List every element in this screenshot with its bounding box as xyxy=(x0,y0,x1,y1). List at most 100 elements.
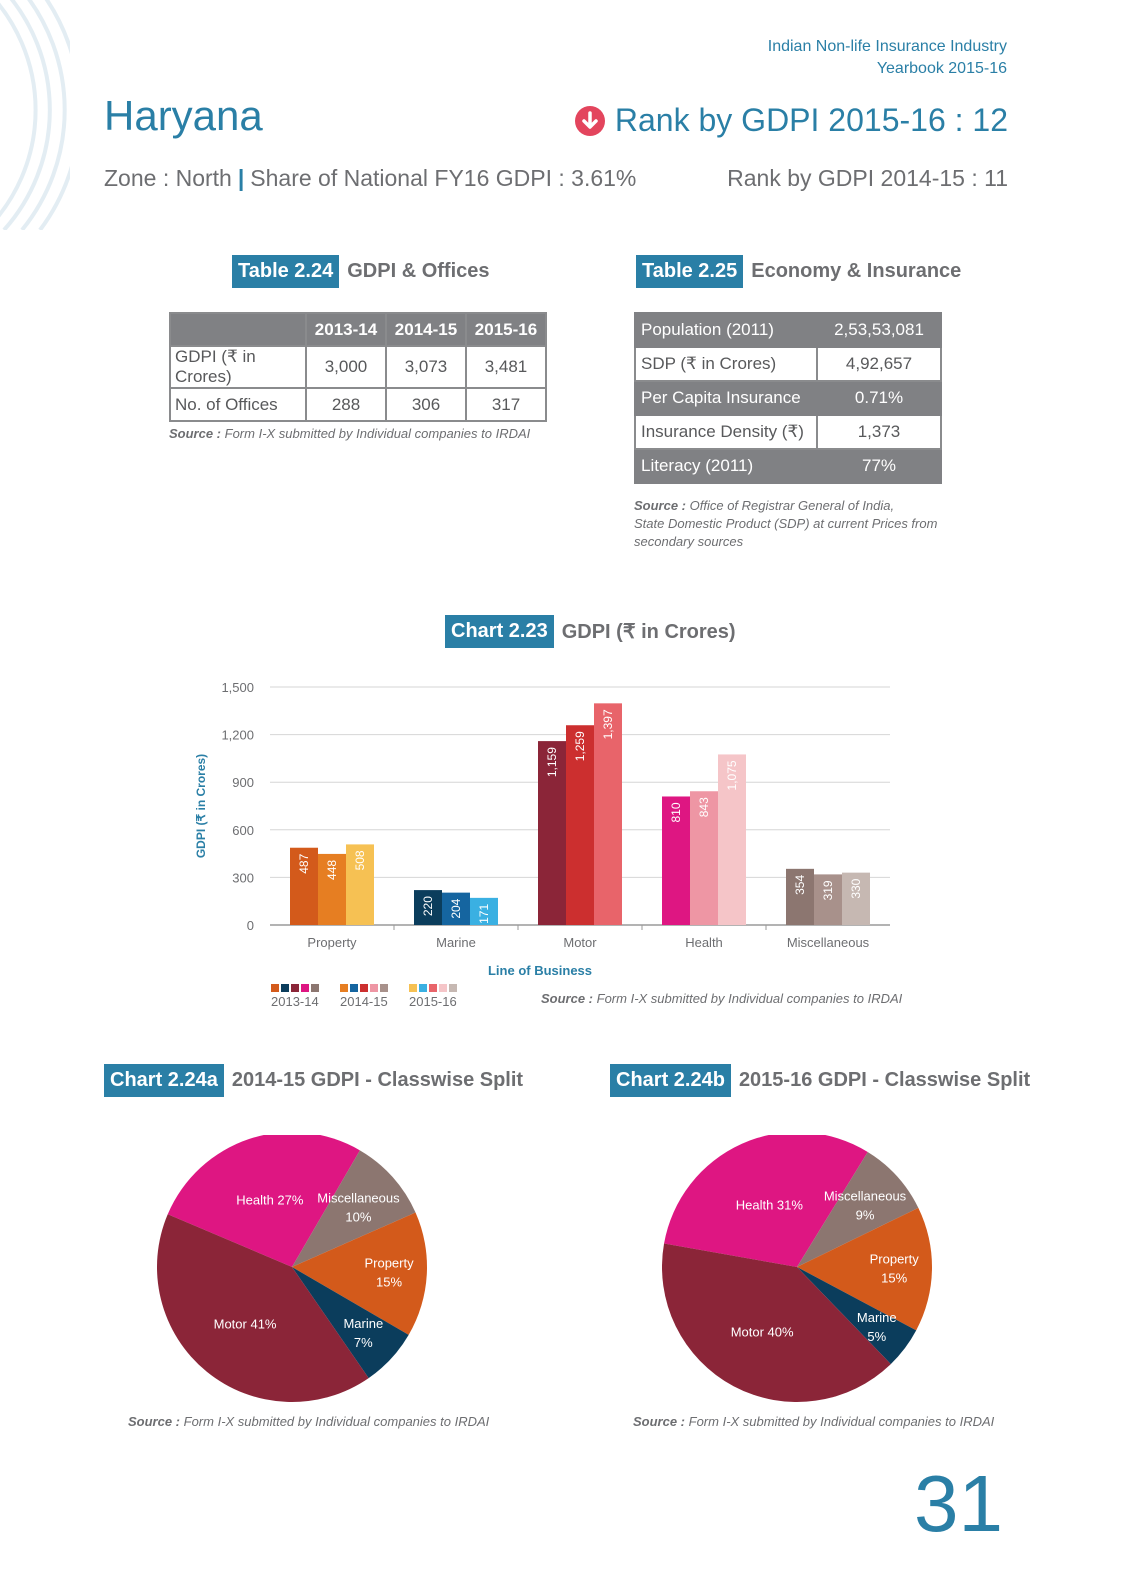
pie-slice-label: Property 15% xyxy=(870,1252,920,1286)
table-cell: 3,073 xyxy=(385,345,467,389)
legend-label: 2013-14 xyxy=(271,994,319,1009)
header-line-1: Indian Non-life Insurance Industry xyxy=(767,38,1007,55)
legend-label: 2015-16 xyxy=(409,994,457,1009)
source-label: Source : xyxy=(633,1414,686,1429)
table-2-24-caption: Table 2.24 GDPI & Offices xyxy=(232,255,490,288)
gdpi-bar-chart: 0 300 600 900 1,200 1,500 GDPI (₹ in Crores) 48… xyxy=(194,680,890,1009)
row-label: Population (2011) xyxy=(634,312,818,348)
x-tick-label: Marine xyxy=(436,935,476,950)
table-row: Per Capita Insurance 0.71% xyxy=(634,380,942,416)
legend-swatch xyxy=(271,984,279,992)
pie-label-line: Motor 41% xyxy=(214,1317,277,1332)
rank-2015-16-text: Rank by GDPI 2015-16 : 12 xyxy=(614,102,1008,138)
legend-swatch xyxy=(409,984,417,992)
y-axis-label: GDPI (₹ in Crores) xyxy=(194,754,208,858)
down-arrow-icon xyxy=(574,105,605,136)
pie-slice-label: Marine 7% xyxy=(343,1316,383,1350)
table-2-24-source: Source : Form I-X submitted by Individua… xyxy=(169,426,530,441)
publication-header: Indian Non-life Insurance Industry Yearb… xyxy=(768,36,1007,80)
bar-value-label: 487 xyxy=(297,853,311,873)
table-2-24-tag: Table 2.24 xyxy=(232,255,340,288)
source-line: Office of Registrar General of India, xyxy=(689,498,895,513)
bar-value-label: 448 xyxy=(325,860,339,880)
legend-swatch xyxy=(360,984,368,992)
bar-marine-2015-16 xyxy=(470,897,498,925)
pie-chart-2015-16: Health 31% Miscellaneous 9% Property 15% Mari… xyxy=(662,1135,932,1402)
legend-swatch xyxy=(350,984,358,992)
bar-value-label: 330 xyxy=(849,878,863,898)
row-value: 1,373 xyxy=(816,414,942,450)
bar-motor-2015-16 xyxy=(594,703,622,925)
table-row: Literacy (2011) 77% xyxy=(634,448,942,484)
source-text: Form I-X submitted by Individual compani… xyxy=(224,426,531,441)
bar-value-label: 1,397 xyxy=(601,709,615,739)
pie-slice-property xyxy=(292,1212,428,1335)
bar-motor-2014-15 xyxy=(566,725,594,925)
bar-marine-2014-15 xyxy=(442,892,470,925)
rank-2014-15: Rank by GDPI 2014-15 : 11 xyxy=(727,165,1008,191)
source-label: Source : xyxy=(541,991,594,1006)
chart-2-24b-title: 2015-16 GDPI - Classwise Split xyxy=(738,1069,1031,1091)
pie-label-line: Miscellaneous xyxy=(824,1188,907,1203)
pie-label-line: Motor 40% xyxy=(731,1325,794,1340)
rank-2015-16: Rank by GDPI 2015-16 : 12 xyxy=(574,102,1008,139)
row-label: Insurance Density (₹) xyxy=(634,414,818,450)
bar-property-2014-15 xyxy=(318,853,346,925)
bar-value-label: 171 xyxy=(477,904,491,924)
pie-label-line: Miscellaneous xyxy=(317,1191,400,1206)
chart-2-24a-title: 2014-15 GDPI - Classwise Split xyxy=(231,1069,524,1091)
row-label: Per Capita Insurance xyxy=(634,380,818,416)
zone-share-line: Zone : North | Share of National FY16 GDPI… xyxy=(104,165,636,192)
pie-label-line: 7% xyxy=(354,1335,373,1350)
x-tick-label: Miscellaneous xyxy=(787,935,870,950)
source-text: Form I-X submitted by Individual compani… xyxy=(596,991,903,1006)
legend-swatch xyxy=(419,984,427,992)
bar-miscellaneous-2015-16 xyxy=(842,872,870,925)
row-value: 0.71% xyxy=(816,380,942,416)
table-row: GDPI (₹ in Crores) 3,000 3,073 3,481 xyxy=(169,345,547,389)
bar-motor-2013-14 xyxy=(538,741,566,925)
y-tick-label: 900 xyxy=(232,775,254,790)
chart-2-24a-caption: Chart 2.24a 2014-15 GDPI - Classwise Spl… xyxy=(104,1064,523,1097)
chart-2-24a-tag: Chart 2.24a xyxy=(104,1064,224,1097)
source-label: Source : xyxy=(128,1414,181,1429)
bar-value-label: 1,075 xyxy=(725,760,739,790)
row-value: 2,53,53,081 xyxy=(816,312,942,348)
table-cell: 306 xyxy=(385,387,467,422)
row-label: SDP (₹ in Crores) xyxy=(634,346,818,382)
bar-miscellaneous-2013-14 xyxy=(786,868,814,925)
chart-2-24b-caption: Chart 2.24b 2015-16 GDPI - Classwise Spl… xyxy=(610,1064,1030,1097)
row-label: No. of Offices xyxy=(169,387,307,422)
table-2-25-title: Economy & Insurance xyxy=(751,260,962,282)
pie-label-line: Marine xyxy=(343,1316,383,1331)
pie-slice-label: Marine 5% xyxy=(857,1310,897,1344)
y-tick-label: 600 xyxy=(232,823,254,838)
table-2-25-tag: Table 2.25 xyxy=(636,255,744,288)
page-number: 31 xyxy=(914,1459,1003,1548)
pie-label-line: 15% xyxy=(881,1271,907,1286)
bar-health-2013-14 xyxy=(662,796,690,925)
bar-value-label: 204 xyxy=(449,898,463,918)
bar-value-label: 843 xyxy=(697,797,711,817)
pie-label-line: Property xyxy=(870,1252,920,1267)
zone-text: Zone : North xyxy=(104,165,232,191)
table-cell: 288 xyxy=(305,387,387,422)
pie-slice-motor xyxy=(157,1214,369,1402)
x-tick-label: Health xyxy=(685,935,723,950)
chart-2-24b-tag: Chart 2.24b xyxy=(610,1064,731,1097)
pie-label-line: Health 27% xyxy=(236,1192,304,1207)
bar-value-label: 319 xyxy=(821,880,835,900)
table-header-blank xyxy=(169,312,307,347)
pie-slice-label: Motor 41% xyxy=(214,1317,277,1332)
pie-label-line: Health 31% xyxy=(736,1197,804,1212)
legend-label: 2014-15 xyxy=(340,994,388,1009)
bar-value-label: 508 xyxy=(353,850,367,870)
row-label: Literacy (2011) xyxy=(634,448,818,484)
row-value: 4,92,657 xyxy=(816,346,942,382)
legend-swatch xyxy=(281,984,289,992)
pie-label-line: 10% xyxy=(345,1210,371,1225)
pie-chart-2014-15: Health 27% Miscellaneous 10% Property 15% Mar… xyxy=(157,1135,428,1402)
table-cell: 3,000 xyxy=(305,345,387,389)
y-tick-label: 300 xyxy=(232,870,254,885)
bar-value-label: 810 xyxy=(669,802,683,822)
